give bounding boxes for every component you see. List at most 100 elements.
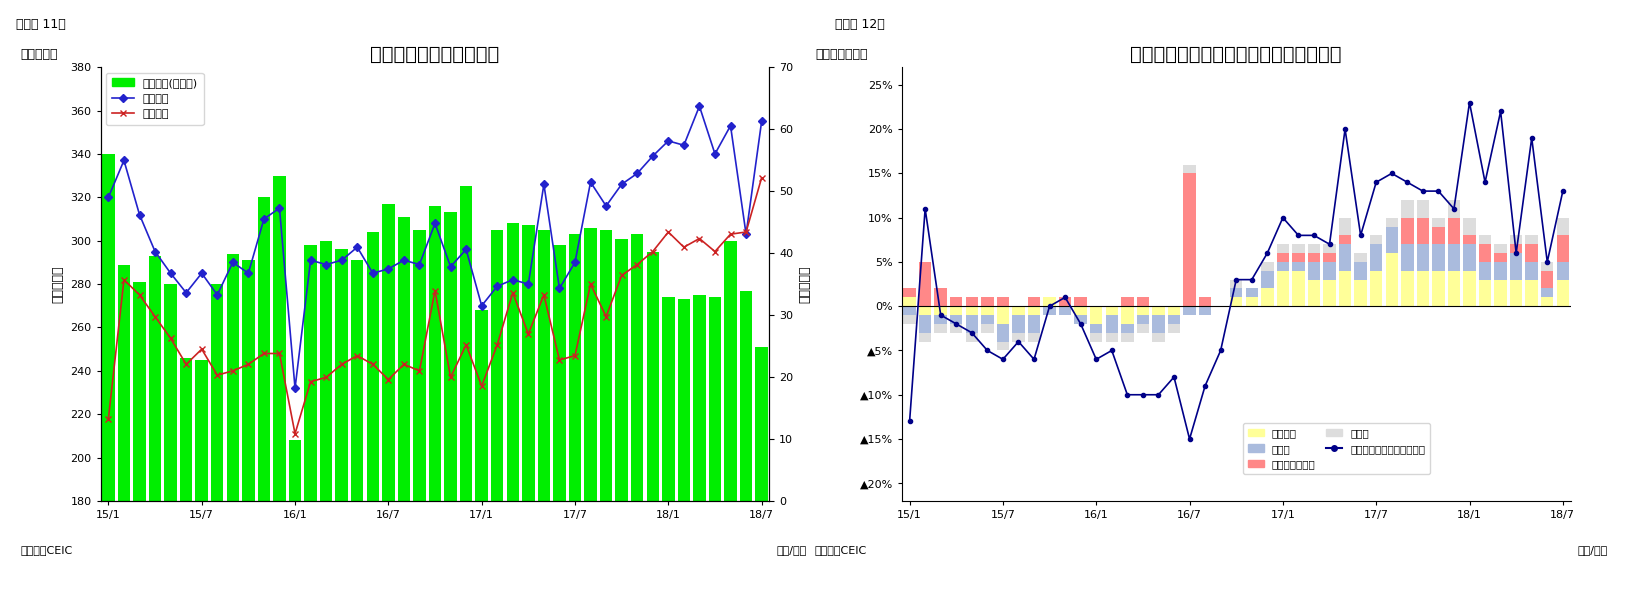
Bar [1417,271,1428,306]
Bar [1168,315,1181,324]
Y-axis label: （億ドル）: （億ドル） [52,265,66,303]
Bar [1338,271,1351,306]
Bar [1432,217,1445,226]
Text: （資料）CEIC: （資料）CEIC [20,545,72,555]
Title: シンガポール　貿易収支: シンガポール 貿易収支 [370,45,500,64]
Bar [950,297,963,306]
Bar [662,297,675,604]
Bar [996,306,1009,324]
Bar [367,232,378,604]
Bar [1261,289,1273,306]
Y-axis label: （億ドル）: （億ドル） [799,265,812,303]
Bar [133,282,146,604]
Bar [935,315,947,324]
Bar [1307,262,1320,280]
Bar [1137,306,1150,315]
Bar [1292,253,1304,262]
Bar [1448,200,1459,217]
Bar [1120,306,1133,324]
Bar [1307,253,1320,262]
Bar [1027,333,1040,342]
Bar [1417,200,1428,217]
Text: （年/月）: （年/月） [776,545,806,555]
Bar [1510,244,1522,253]
Bar [981,315,994,324]
Bar [1556,236,1569,262]
Bar [1043,306,1057,315]
Bar [904,289,916,297]
Bar [1106,306,1119,315]
Bar [600,230,613,604]
Bar [1338,244,1351,271]
Bar [568,234,581,604]
Bar [1463,217,1476,236]
Bar [1510,280,1522,306]
Bar [950,315,963,324]
Bar [709,297,721,604]
Bar [950,324,963,333]
Bar [1230,280,1243,289]
Bar [1183,173,1196,306]
Bar [1432,271,1445,306]
Bar [1463,244,1476,271]
Bar [1525,236,1538,244]
Bar [1556,262,1569,280]
Bar [1120,297,1133,306]
Bar [211,284,223,604]
Bar [1338,217,1351,236]
Bar [981,297,994,306]
Bar [382,204,395,604]
Bar [1075,306,1088,315]
Bar [965,315,978,333]
Bar [1417,244,1428,271]
Bar [1261,271,1273,289]
Bar [724,240,737,604]
Bar [935,306,947,315]
Bar [1432,244,1445,271]
Bar [351,260,364,604]
Bar [965,306,978,315]
Bar [1199,297,1212,306]
Bar [506,223,519,604]
Bar [981,324,994,333]
Bar [585,228,596,604]
Bar [288,440,301,604]
Bar [935,289,947,306]
Bar [1541,297,1553,306]
Bar [693,295,706,604]
Bar [678,299,690,604]
Bar [1137,297,1150,306]
Bar [102,154,115,604]
Bar [1292,271,1304,306]
Bar [1525,244,1538,262]
Bar [491,230,503,604]
Bar [1525,262,1538,280]
Bar [919,333,932,342]
Bar [1355,253,1366,262]
Bar [965,333,978,342]
Bar [1386,253,1397,306]
Bar [1448,271,1459,306]
Bar [1075,297,1088,306]
Text: （図表 12）: （図表 12） [835,18,885,31]
Bar [1261,262,1273,271]
Bar [965,297,978,306]
Bar [1324,244,1335,253]
Bar [1400,244,1414,271]
Bar [1075,315,1088,324]
Bar [460,187,472,604]
Bar [919,306,932,315]
Bar [1276,244,1289,253]
Bar [1355,262,1366,280]
Bar [996,324,1009,342]
Bar [1199,306,1212,315]
Bar [1027,306,1040,315]
Bar [740,291,752,604]
Bar [1494,253,1507,262]
Bar [1245,297,1258,306]
Bar [1494,244,1507,253]
Bar [1494,280,1507,306]
Bar [1152,306,1165,315]
Bar [336,249,347,604]
Bar [1541,262,1553,271]
